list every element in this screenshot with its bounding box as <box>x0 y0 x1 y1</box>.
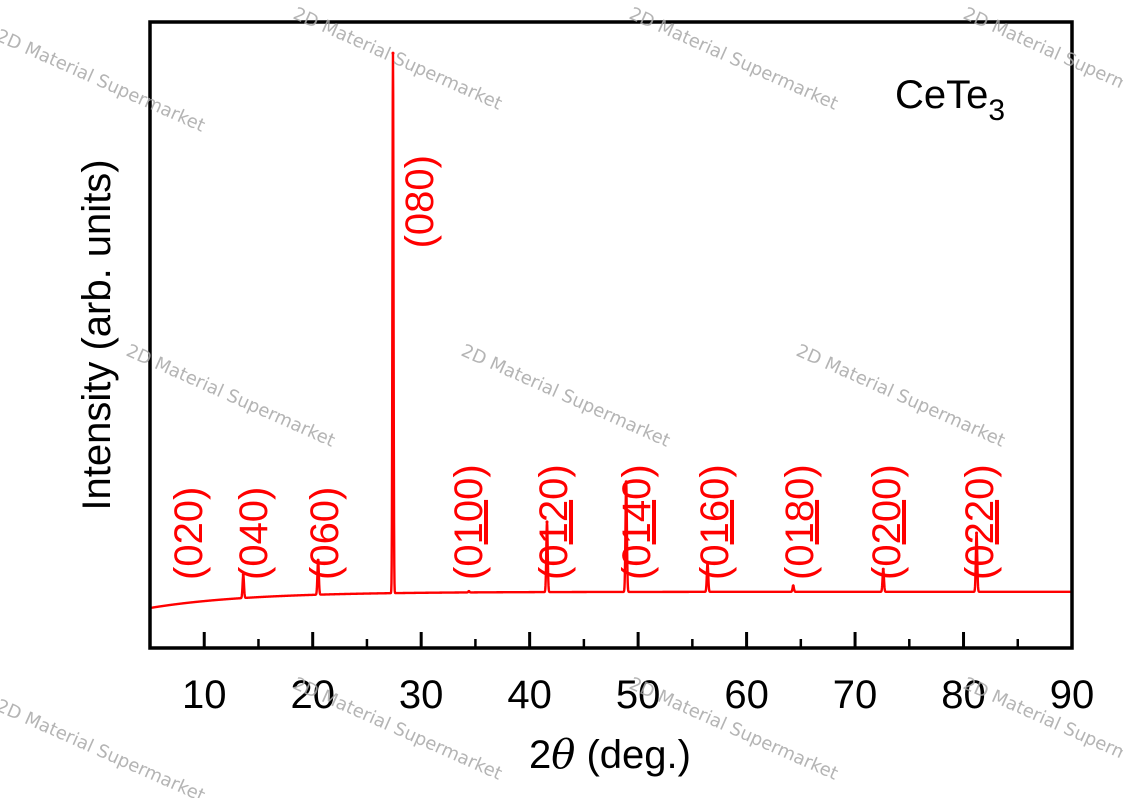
axes: 10 20 30 40 50 60 70 80 90 <box>148 20 1095 717</box>
peak-point <box>316 558 320 562</box>
y-axis-title: Intensity (arb. units) <box>75 159 119 510</box>
sample-label: CeTe3 <box>895 73 1005 127</box>
peak-labels: (020) (040) (060) (080) (0100) (0120) (0140) (0… <box>167 155 1002 580</box>
x-tick-label: 40 <box>507 673 552 717</box>
watermark: 2D Material Supermarket <box>458 340 673 451</box>
x-tick-label: 70 <box>833 673 878 717</box>
watermark: 2D Material Supermarket <box>793 340 1008 451</box>
watermark: 2D Material Supermarket <box>960 673 1123 784</box>
x-tick-label: 50 <box>616 673 661 717</box>
x-tick-label: 60 <box>724 673 769 717</box>
x-tick-label: 20 <box>290 673 335 717</box>
peak-point <box>467 589 471 593</box>
peak-label: (0180) <box>778 464 822 580</box>
x-axis-title-symbol: θ <box>551 732 575 778</box>
x-tick-label: 10 <box>182 673 227 717</box>
x-tick-label: 30 <box>399 673 444 717</box>
watermark: 2D Material Supermarket <box>290 673 505 784</box>
series-line <box>149 53 1072 610</box>
peak-point <box>975 531 979 535</box>
peak-point <box>706 561 710 565</box>
peak-label: (080) <box>398 155 442 248</box>
peak-point <box>624 480 628 484</box>
peak-label: (0200) <box>865 464 909 580</box>
x-axis-title-suffix: (deg.) <box>575 733 691 777</box>
watermark: 2D Material Supermarket <box>290 3 505 114</box>
peak-point <box>241 573 245 577</box>
peak-label: (0140) <box>615 464 659 580</box>
peak-label: (0220) <box>958 464 1002 580</box>
plot-frame <box>148 20 1074 650</box>
watermark: 2D Material Supermarket <box>626 3 841 114</box>
peak-label: (0120) <box>532 464 576 580</box>
peak-point <box>881 567 885 571</box>
x-tick-label: 90 <box>1050 673 1095 717</box>
sample-formula: CeTe <box>895 73 988 117</box>
watermark: 2D Material Supermarket <box>0 25 208 136</box>
peak-point <box>791 584 795 588</box>
watermark: 2D Material Supermarket <box>123 340 338 451</box>
x-axis-title-prefix: 2 <box>529 733 551 777</box>
peak-point <box>545 520 549 524</box>
peak-label: (060) <box>303 487 347 580</box>
x-axis-title: 2θ (deg.) <box>529 732 691 778</box>
peak-label: (0160) <box>693 464 737 580</box>
peak-label: (020) <box>167 487 211 580</box>
x-tick-label: 80 <box>941 673 986 717</box>
peak-label: (040) <box>232 487 276 580</box>
peak-label: (0100) <box>447 464 491 580</box>
watermark: 2D Material Supermarket <box>0 695 208 798</box>
sample-subscript: 3 <box>988 94 1005 127</box>
peak-point <box>391 51 395 55</box>
plot-area <box>149 51 1072 610</box>
